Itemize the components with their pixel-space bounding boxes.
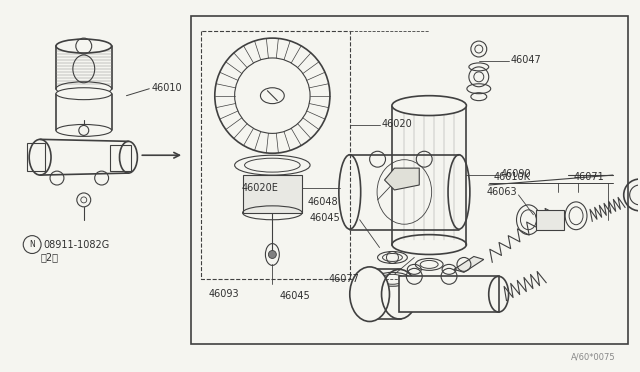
Bar <box>191 16 628 344</box>
Text: 46063: 46063 <box>487 187 517 197</box>
Ellipse shape <box>56 39 111 53</box>
Text: A/60*0075: A/60*0075 <box>571 352 616 361</box>
Text: 46077: 46077 <box>329 274 360 284</box>
Text: 〈2〉: 〈2〉 <box>40 253 58 263</box>
Ellipse shape <box>350 267 390 321</box>
Bar <box>536 210 564 230</box>
Polygon shape <box>454 256 484 272</box>
Text: 46020: 46020 <box>381 119 412 129</box>
Text: 46020E: 46020E <box>241 183 278 193</box>
Polygon shape <box>385 168 419 190</box>
Ellipse shape <box>56 88 111 100</box>
Text: 46071: 46071 <box>573 172 604 182</box>
Text: 46090: 46090 <box>500 169 531 179</box>
Circle shape <box>268 250 276 259</box>
Text: 46010: 46010 <box>151 83 182 93</box>
Bar <box>109 145 131 171</box>
Bar <box>399 276 499 312</box>
Text: 46093: 46093 <box>209 289 239 299</box>
Ellipse shape <box>235 155 310 175</box>
Text: 46047: 46047 <box>511 55 541 65</box>
Text: 08911-1082G: 08911-1082G <box>43 240 109 250</box>
Bar <box>243 175 302 213</box>
Text: 46010K: 46010K <box>493 172 531 182</box>
Ellipse shape <box>392 96 467 116</box>
Text: 46045: 46045 <box>309 213 340 223</box>
Bar <box>28 143 45 171</box>
Text: N: N <box>29 240 35 249</box>
Text: 46045: 46045 <box>279 291 310 301</box>
Text: 46048: 46048 <box>307 197 338 207</box>
